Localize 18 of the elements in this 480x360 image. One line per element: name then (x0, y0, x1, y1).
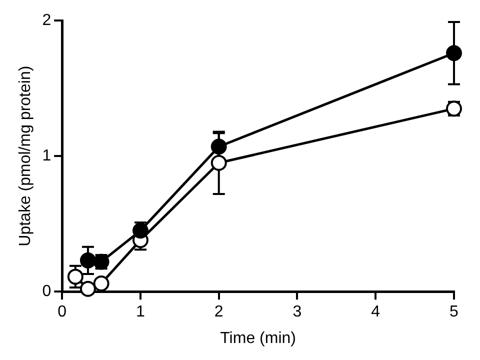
x-axis-title: Time (min) (220, 330, 296, 347)
x-tick-label: 5 (450, 304, 459, 321)
y-axis-title: Uptake (pmol/mg protein) (17, 66, 34, 246)
y-tick-label: 0 (42, 283, 52, 300)
y-tick-label: 1 (42, 148, 52, 165)
point (446, 45, 462, 62)
x-tick-label: 2 (214, 304, 224, 321)
y-tick-label: 2 (42, 12, 52, 30)
point (210, 154, 227, 171)
point (80, 280, 96, 297)
x-tick-label: 0 (58, 304, 67, 321)
point (67, 268, 84, 285)
x-tick-label: 3 (292, 304, 302, 321)
point (93, 275, 110, 292)
x-tick-label: 1 (136, 304, 146, 321)
x-tick-label: 4 (371, 304, 380, 321)
point (80, 252, 96, 268)
point (210, 138, 227, 155)
